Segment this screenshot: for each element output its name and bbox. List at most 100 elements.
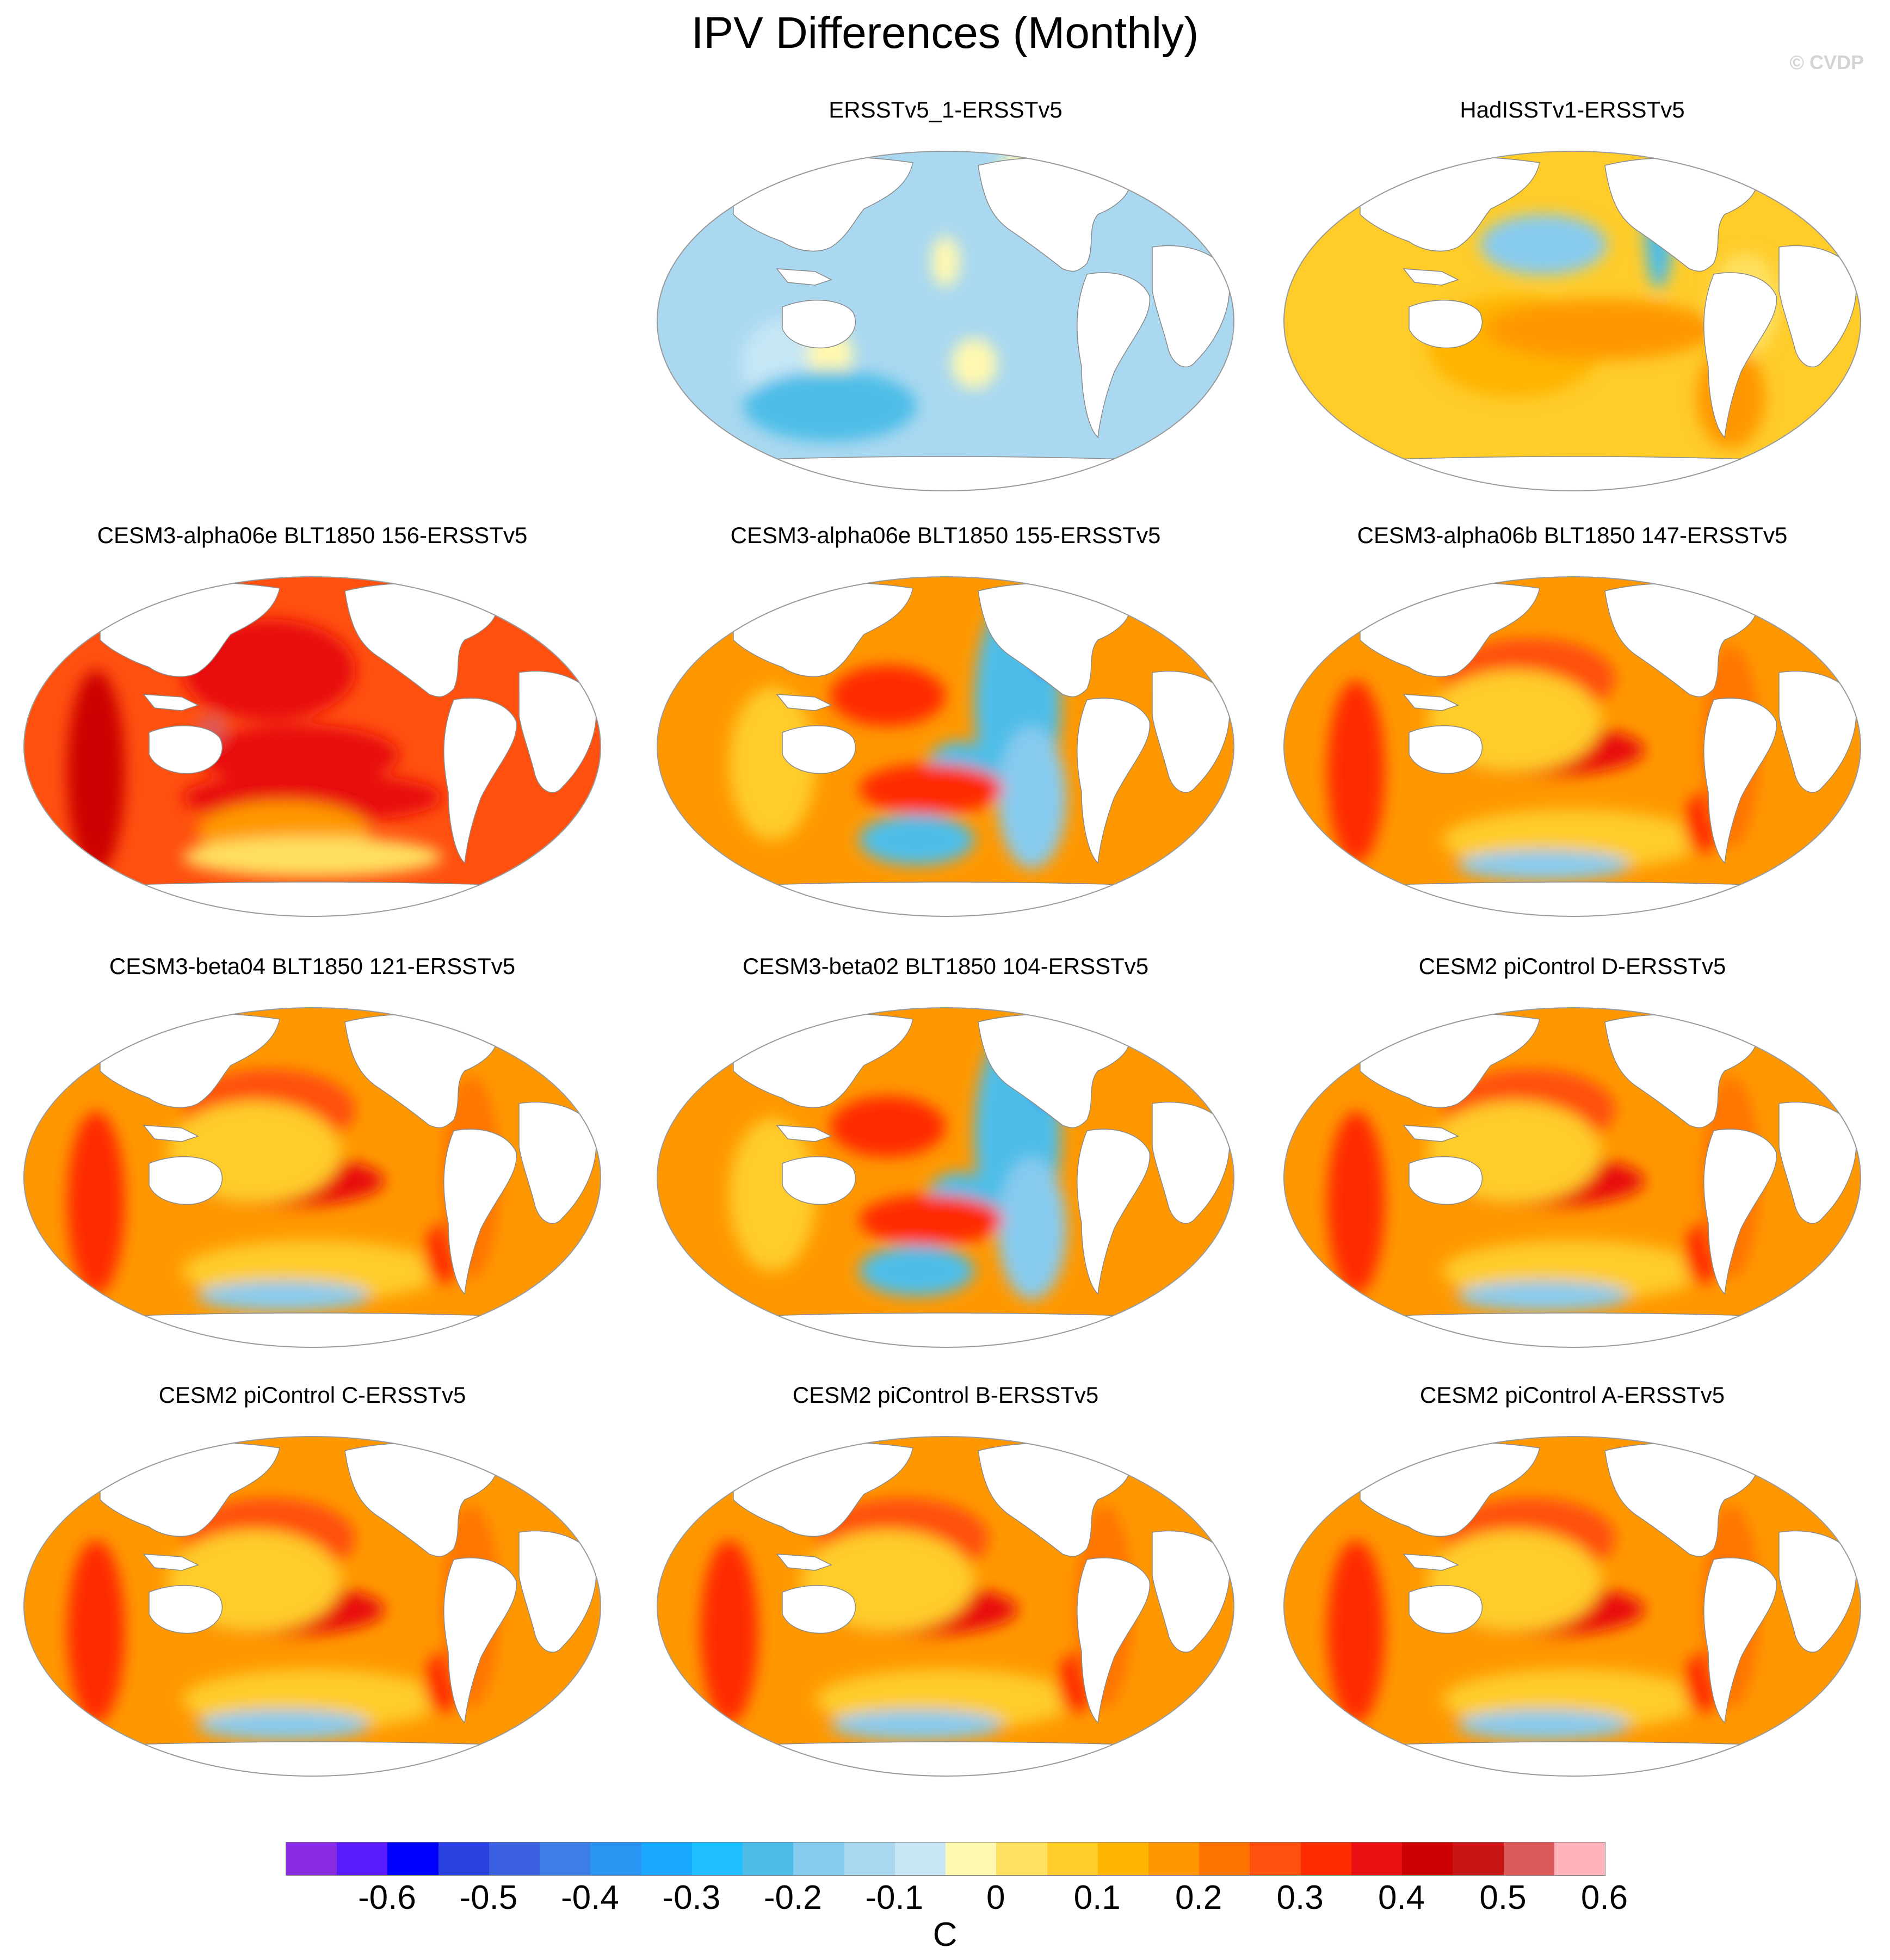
map-svg	[1283, 576, 1861, 917]
colorbar-tick-label: -0.5	[459, 1879, 518, 1916]
map-border	[1283, 576, 1861, 917]
colorbar-box	[691, 1842, 743, 1875]
panel-title: CESM3-alpha06e BLT1850 156-ERSSTv5	[97, 522, 528, 548]
colorbar-box	[1300, 1842, 1351, 1875]
africa-land	[1778, 1530, 1857, 1653]
africa-land	[1152, 1530, 1230, 1653]
map-panel-ersstv5-1: ERSSTv5_1-ERSSTv5	[646, 97, 1245, 521]
antarctica-land	[24, 1312, 601, 1347]
indonesia-land	[1403, 1125, 1459, 1142]
south-america-land	[1703, 272, 1777, 439]
antarctica-land	[657, 882, 1234, 916]
colorbar-box	[1250, 1842, 1301, 1875]
colorbar-box	[793, 1842, 844, 1875]
australia-land	[1409, 299, 1483, 349]
greenland-land	[497, 1009, 537, 1044]
colorbar-box	[540, 1842, 591, 1875]
map-panel-alpha06b-147: CESM3-alpha06b BLT1850 147-ERSSTv5	[1273, 522, 1872, 947]
australia-land	[1409, 725, 1483, 774]
colorbar-tick-label: -0.6	[358, 1879, 416, 1916]
colorbar-tick-label: -0.1	[865, 1879, 924, 1916]
panel-title: CESM2 piControl D-ERSSTv5	[1418, 953, 1726, 979]
map-panel-picontrol-c: CESM2 piControl C-ERSSTv5	[13, 1382, 612, 1807]
sst-field	[657, 151, 1234, 491]
australia-land	[149, 1156, 223, 1205]
colorbar-box	[1148, 1842, 1200, 1875]
map-border	[23, 576, 601, 917]
australia-land	[782, 1585, 856, 1634]
greenland-land	[1130, 1009, 1170, 1044]
map-panel-beta04-121: CESM3-beta04 BLT1850 121-ERSSTv5	[13, 953, 612, 1378]
australia-land	[149, 725, 223, 774]
colorbar-tick-label: 0.4	[1378, 1879, 1425, 1916]
colorbar-box	[1554, 1842, 1605, 1875]
colorbar-tick-label: 0.2	[1175, 1879, 1222, 1916]
colorbar-labels: -0.6 -0.5 -0.4 -0.3 -0.2 -0.1 0 0.1 0.2 0.3 0.4 0.5…	[286, 1878, 1628, 1916]
indonesia-land	[776, 268, 832, 286]
australia-land	[1409, 1585, 1483, 1634]
antarctica-land	[1284, 1741, 1861, 1776]
antarctica-land	[1284, 882, 1861, 916]
south-america-land	[1077, 1557, 1151, 1724]
colorbar-box	[438, 1842, 489, 1875]
map-svg	[1283, 151, 1861, 491]
greenland-land	[1757, 1438, 1797, 1472]
map-svg	[1283, 1436, 1861, 1777]
colorbar-box	[641, 1842, 692, 1875]
map-svg	[23, 1436, 601, 1777]
map-border	[657, 1007, 1234, 1348]
antarctica-land	[657, 1312, 1234, 1347]
map-svg	[1283, 1007, 1861, 1348]
map-panel-alpha06e-156: CESM3-alpha06e BLT1850 156-ERSSTv5	[13, 522, 612, 947]
map-border	[657, 576, 1234, 917]
colorbar-tick-label: 0.3	[1276, 1879, 1324, 1916]
indonesia-land	[776, 1125, 832, 1142]
colorbar-box	[946, 1842, 997, 1875]
antarctica-land	[1284, 456, 1861, 491]
colorbar-box	[743, 1842, 794, 1875]
greenland-land	[497, 578, 537, 613]
map-svg	[657, 1436, 1234, 1777]
panel-title: CESM3-alpha06e BLT1850 155-ERSSTv5	[730, 522, 1161, 548]
africa-land	[1778, 245, 1857, 367]
map-panel-hadisst: HadISSTv1-ERSSTv5	[1273, 97, 1872, 521]
greenland-land	[1130, 578, 1170, 613]
colorbar-tick-label: -0.4	[560, 1879, 619, 1916]
africa-land	[518, 1530, 597, 1653]
south-america-land	[1703, 698, 1777, 864]
indonesia-land	[776, 1554, 832, 1571]
map-svg	[657, 151, 1234, 491]
figure-title: IPV Differences (Monthly)	[691, 8, 1199, 58]
indonesia-land	[143, 1554, 199, 1571]
panel-title: ERSSTv5_1-ERSSTv5	[829, 97, 1063, 122]
indonesia-land	[776, 694, 832, 711]
colorbar-tick-label: 0.5	[1479, 1879, 1527, 1916]
south-america-land	[1077, 698, 1151, 864]
map-svg	[657, 576, 1234, 917]
map-border	[23, 1007, 601, 1348]
colorbar-box	[996, 1842, 1047, 1875]
colorbar-box	[286, 1842, 337, 1875]
australia-land	[1409, 1156, 1483, 1205]
colorbar-tick-label: 0.1	[1073, 1879, 1121, 1916]
south-america-land	[443, 1557, 517, 1724]
map-panel-beta02-104: CESM3-beta02 BLT1850 104-ERSSTv5	[646, 953, 1245, 1378]
colorbar	[286, 1842, 1605, 1876]
colorbar-box	[894, 1842, 946, 1875]
map-border	[657, 1436, 1234, 1777]
colorbar-box	[1199, 1842, 1250, 1875]
antarctica-land	[24, 1741, 601, 1776]
map-border	[657, 151, 1234, 491]
colorbar-tick-label: 0	[986, 1879, 1005, 1916]
panel-title: HadISSTv1-ERSSTv5	[1460, 97, 1685, 122]
africa-land	[1152, 1101, 1230, 1224]
africa-land	[1152, 245, 1230, 367]
south-america-land	[1703, 1557, 1777, 1724]
antarctica-land	[1284, 1312, 1861, 1347]
panel-title: CESM2 piControl A-ERSSTv5	[1419, 1382, 1725, 1408]
panel-title: CESM3-beta02 BLT1850 104-ERSSTv5	[742, 953, 1149, 979]
antarctica-land	[657, 1741, 1234, 1776]
antarctica-land	[657, 456, 1234, 491]
colorbar-box	[590, 1842, 641, 1875]
south-america-land	[443, 1129, 517, 1295]
